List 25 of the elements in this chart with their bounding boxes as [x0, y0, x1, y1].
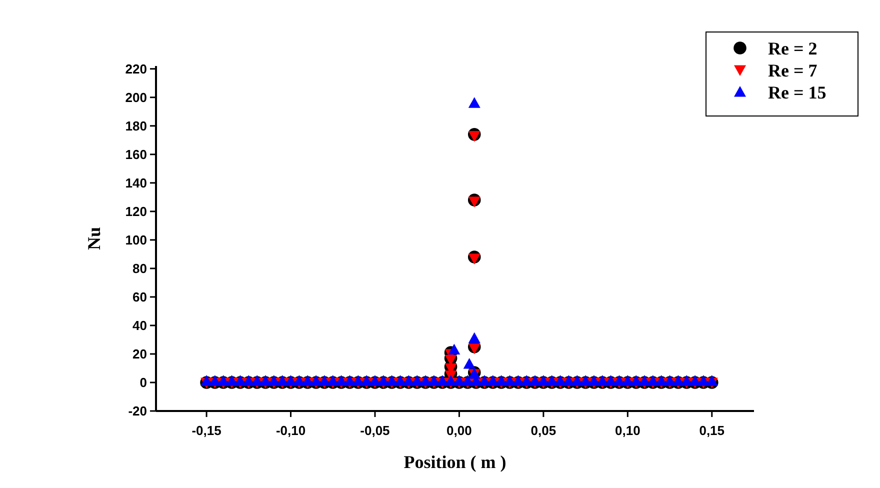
y-tick-label: 200: [125, 90, 147, 105]
x-tick-label: 0,05: [530, 423, 556, 438]
x-tick-label: 0,10: [615, 423, 640, 438]
y-tick-label: 0: [140, 375, 147, 390]
y-tick-label: 60: [132, 290, 147, 304]
y-tick-label: 220: [125, 61, 147, 76]
x-tick-label: -0,05: [360, 423, 390, 438]
y-tick-label: 40: [132, 318, 147, 334]
y-tick-label: 140: [125, 175, 147, 190]
x-tick-label: 0,00: [446, 423, 472, 438]
y-tick-label: 80: [132, 260, 147, 276]
x-tick-label: 0,15: [699, 423, 725, 438]
x-tick-label: -0,10: [276, 423, 306, 438]
legend-label: Re = 2: [768, 38, 818, 58]
y-tick-label: 120: [125, 204, 147, 219]
legend-label: Re = 15: [768, 82, 826, 102]
y-tick-label: -20: [128, 404, 147, 419]
y-tick-label: 20: [132, 346, 147, 362]
legend-label: Re = 7: [768, 60, 818, 80]
y-tick-label: 100: [125, 232, 147, 248]
x-axis-title: Position ( m ): [404, 452, 506, 472]
y-tick-label: 160: [125, 146, 147, 162]
y-tick-label: 180: [125, 118, 147, 134]
y-axis-title: Nu: [84, 226, 104, 250]
x-tick-label: -0,15: [192, 423, 222, 438]
